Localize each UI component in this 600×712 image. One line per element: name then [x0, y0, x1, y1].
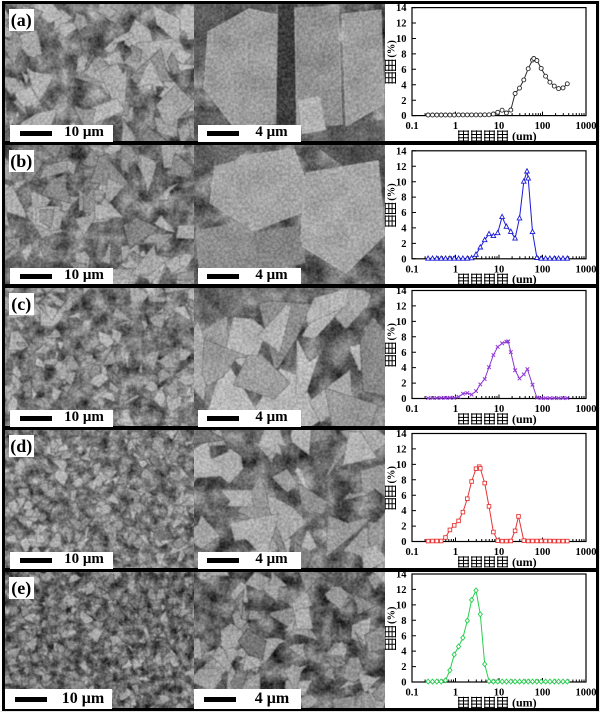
svg-text:(um): (um) — [512, 129, 537, 141]
svg-text:2: 2 — [401, 239, 406, 250]
svg-text:14: 14 — [396, 288, 407, 297]
svg-text:100: 100 — [535, 404, 551, 415]
svg-text:2: 2 — [401, 96, 406, 107]
svg-text:12: 12 — [396, 19, 407, 30]
svg-text:(%): (%) — [387, 465, 398, 483]
svg-text:2: 2 — [401, 378, 406, 389]
svg-text:0.1: 0.1 — [405, 404, 418, 415]
svg-text:12: 12 — [396, 444, 407, 455]
svg-text:1000: 1000 — [576, 688, 597, 699]
svg-text:6: 6 — [401, 490, 406, 501]
svg-text:0.1: 0.1 — [405, 688, 418, 699]
svg-text:2: 2 — [401, 662, 406, 673]
svg-text:0: 0 — [401, 678, 406, 689]
svg-text:2: 2 — [401, 521, 406, 532]
svg-text:1: 1 — [453, 547, 458, 558]
svg-text:0.1: 0.1 — [405, 121, 418, 132]
svg-text:10: 10 — [396, 460, 407, 471]
svg-text:(%): (%) — [387, 182, 398, 200]
svg-text:4: 4 — [401, 363, 407, 374]
svg-text:100: 100 — [535, 547, 551, 558]
svg-text:8: 8 — [401, 192, 406, 203]
svg-text:1000: 1000 — [576, 404, 597, 415]
svg-text:12: 12 — [396, 585, 407, 596]
svg-text:1000: 1000 — [576, 264, 597, 275]
svg-text:14: 14 — [396, 146, 407, 157]
svg-text:1: 1 — [453, 688, 458, 699]
svg-text:(um): (um) — [512, 411, 537, 425]
svg-text:1: 1 — [453, 404, 458, 415]
svg-text:6: 6 — [401, 208, 406, 219]
svg-text:0: 0 — [401, 537, 406, 548]
svg-text:10: 10 — [494, 688, 505, 699]
svg-text:4: 4 — [401, 506, 407, 517]
svg-text:4: 4 — [401, 223, 407, 234]
svg-text:14: 14 — [396, 572, 407, 581]
svg-text:14: 14 — [396, 430, 407, 440]
svg-text:0.1: 0.1 — [405, 547, 418, 558]
svg-text:6: 6 — [401, 631, 406, 642]
svg-text:6: 6 — [401, 65, 406, 76]
svg-text:14: 14 — [396, 4, 407, 14]
svg-text:0.1: 0.1 — [405, 264, 418, 275]
svg-text:12: 12 — [396, 301, 407, 312]
svg-text:0: 0 — [401, 254, 406, 265]
svg-text:(um): (um) — [512, 695, 537, 708]
svg-text:10: 10 — [396, 34, 407, 45]
svg-text:(%): (%) — [387, 322, 398, 340]
svg-text:1000: 1000 — [576, 547, 597, 558]
svg-text:10: 10 — [494, 264, 505, 275]
svg-text:10: 10 — [396, 601, 407, 612]
svg-text:8: 8 — [401, 616, 406, 627]
svg-text:1: 1 — [453, 121, 458, 132]
svg-text:10: 10 — [494, 121, 505, 132]
svg-text:8: 8 — [401, 475, 406, 486]
svg-text:8: 8 — [401, 50, 406, 61]
svg-text:100: 100 — [535, 264, 551, 275]
svg-text:10: 10 — [494, 404, 505, 415]
svg-text:6: 6 — [401, 347, 406, 358]
svg-text:(um): (um) — [512, 554, 537, 567]
svg-text:(%): (%) — [387, 606, 398, 624]
svg-text:10: 10 — [396, 177, 407, 188]
svg-text:4: 4 — [401, 647, 407, 658]
svg-text:100: 100 — [535, 121, 551, 132]
svg-text:(%): (%) — [387, 40, 398, 58]
svg-text:1000: 1000 — [576, 121, 597, 132]
svg-text:4: 4 — [401, 80, 407, 91]
svg-text:10: 10 — [494, 547, 505, 558]
svg-text:1: 1 — [453, 264, 458, 275]
svg-text:12: 12 — [396, 161, 407, 172]
svg-text:100: 100 — [535, 688, 551, 699]
svg-text:10: 10 — [396, 317, 407, 328]
svg-text:0: 0 — [401, 394, 406, 405]
svg-text:(um): (um) — [512, 272, 537, 284]
svg-text:8: 8 — [401, 332, 406, 343]
svg-text:0: 0 — [401, 111, 406, 122]
